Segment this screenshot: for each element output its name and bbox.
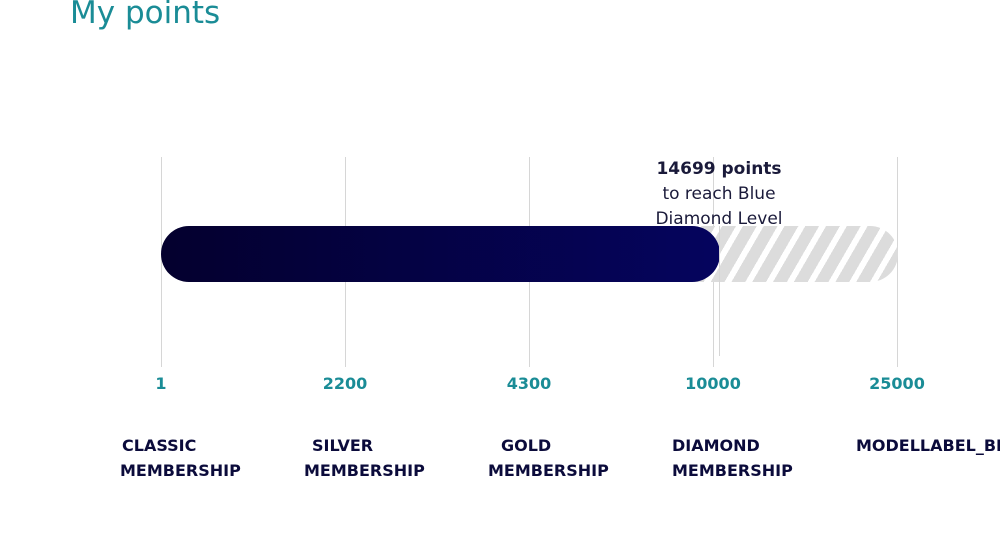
milestone-label-line2: MEMBERSHIP	[304, 461, 425, 480]
current-position-marker	[719, 226, 720, 356]
milestone-label-diamond: DIAMOND MEMBERSHIP	[672, 433, 812, 483]
milestone-label-classic: CLASSIC MEMBERSHIP	[120, 433, 260, 483]
milestone-value-diamond: 10000	[685, 374, 741, 393]
milestone-label-line2: MEMBERSHIP	[120, 461, 241, 480]
points-needed-value: 14699 points	[656, 159, 782, 179]
points-needed-callout: 14699 points to reach Blue Diamond Level	[634, 157, 804, 224]
milestone-label-gold: GOLD MEMBERSHIP	[488, 433, 628, 483]
milestone-label-blue: MODELLABEL_BLUE	[856, 433, 1000, 458]
milestone-label-line2: MEMBERSHIP	[488, 461, 609, 480]
points-needed-text: to reach Blue Diamond Level	[655, 184, 783, 224]
milestone-value-classic: 1	[155, 374, 167, 393]
milestone-value-blue: 25000	[869, 374, 925, 393]
milestone-label-line1: SILVER	[312, 436, 374, 455]
milestone-label-line1: CLASSIC	[122, 436, 197, 455]
gridline-blue	[897, 157, 898, 367]
page-title: My points	[70, 0, 221, 31]
milestone-label-line1: DIAMOND	[672, 436, 760, 455]
progress-fill	[161, 226, 720, 282]
milestone-value-silver: 2200	[322, 374, 368, 393]
milestone-label-silver: SILVER MEMBERSHIP	[304, 433, 444, 483]
milestone-value-gold: 4300	[506, 374, 552, 393]
milestone-label-line1: GOLD	[501, 436, 552, 455]
milestone-label-line2: MEMBERSHIP	[672, 461, 793, 480]
milestone-label-line2: MODELLABEL_BLUE	[856, 436, 1000, 455]
